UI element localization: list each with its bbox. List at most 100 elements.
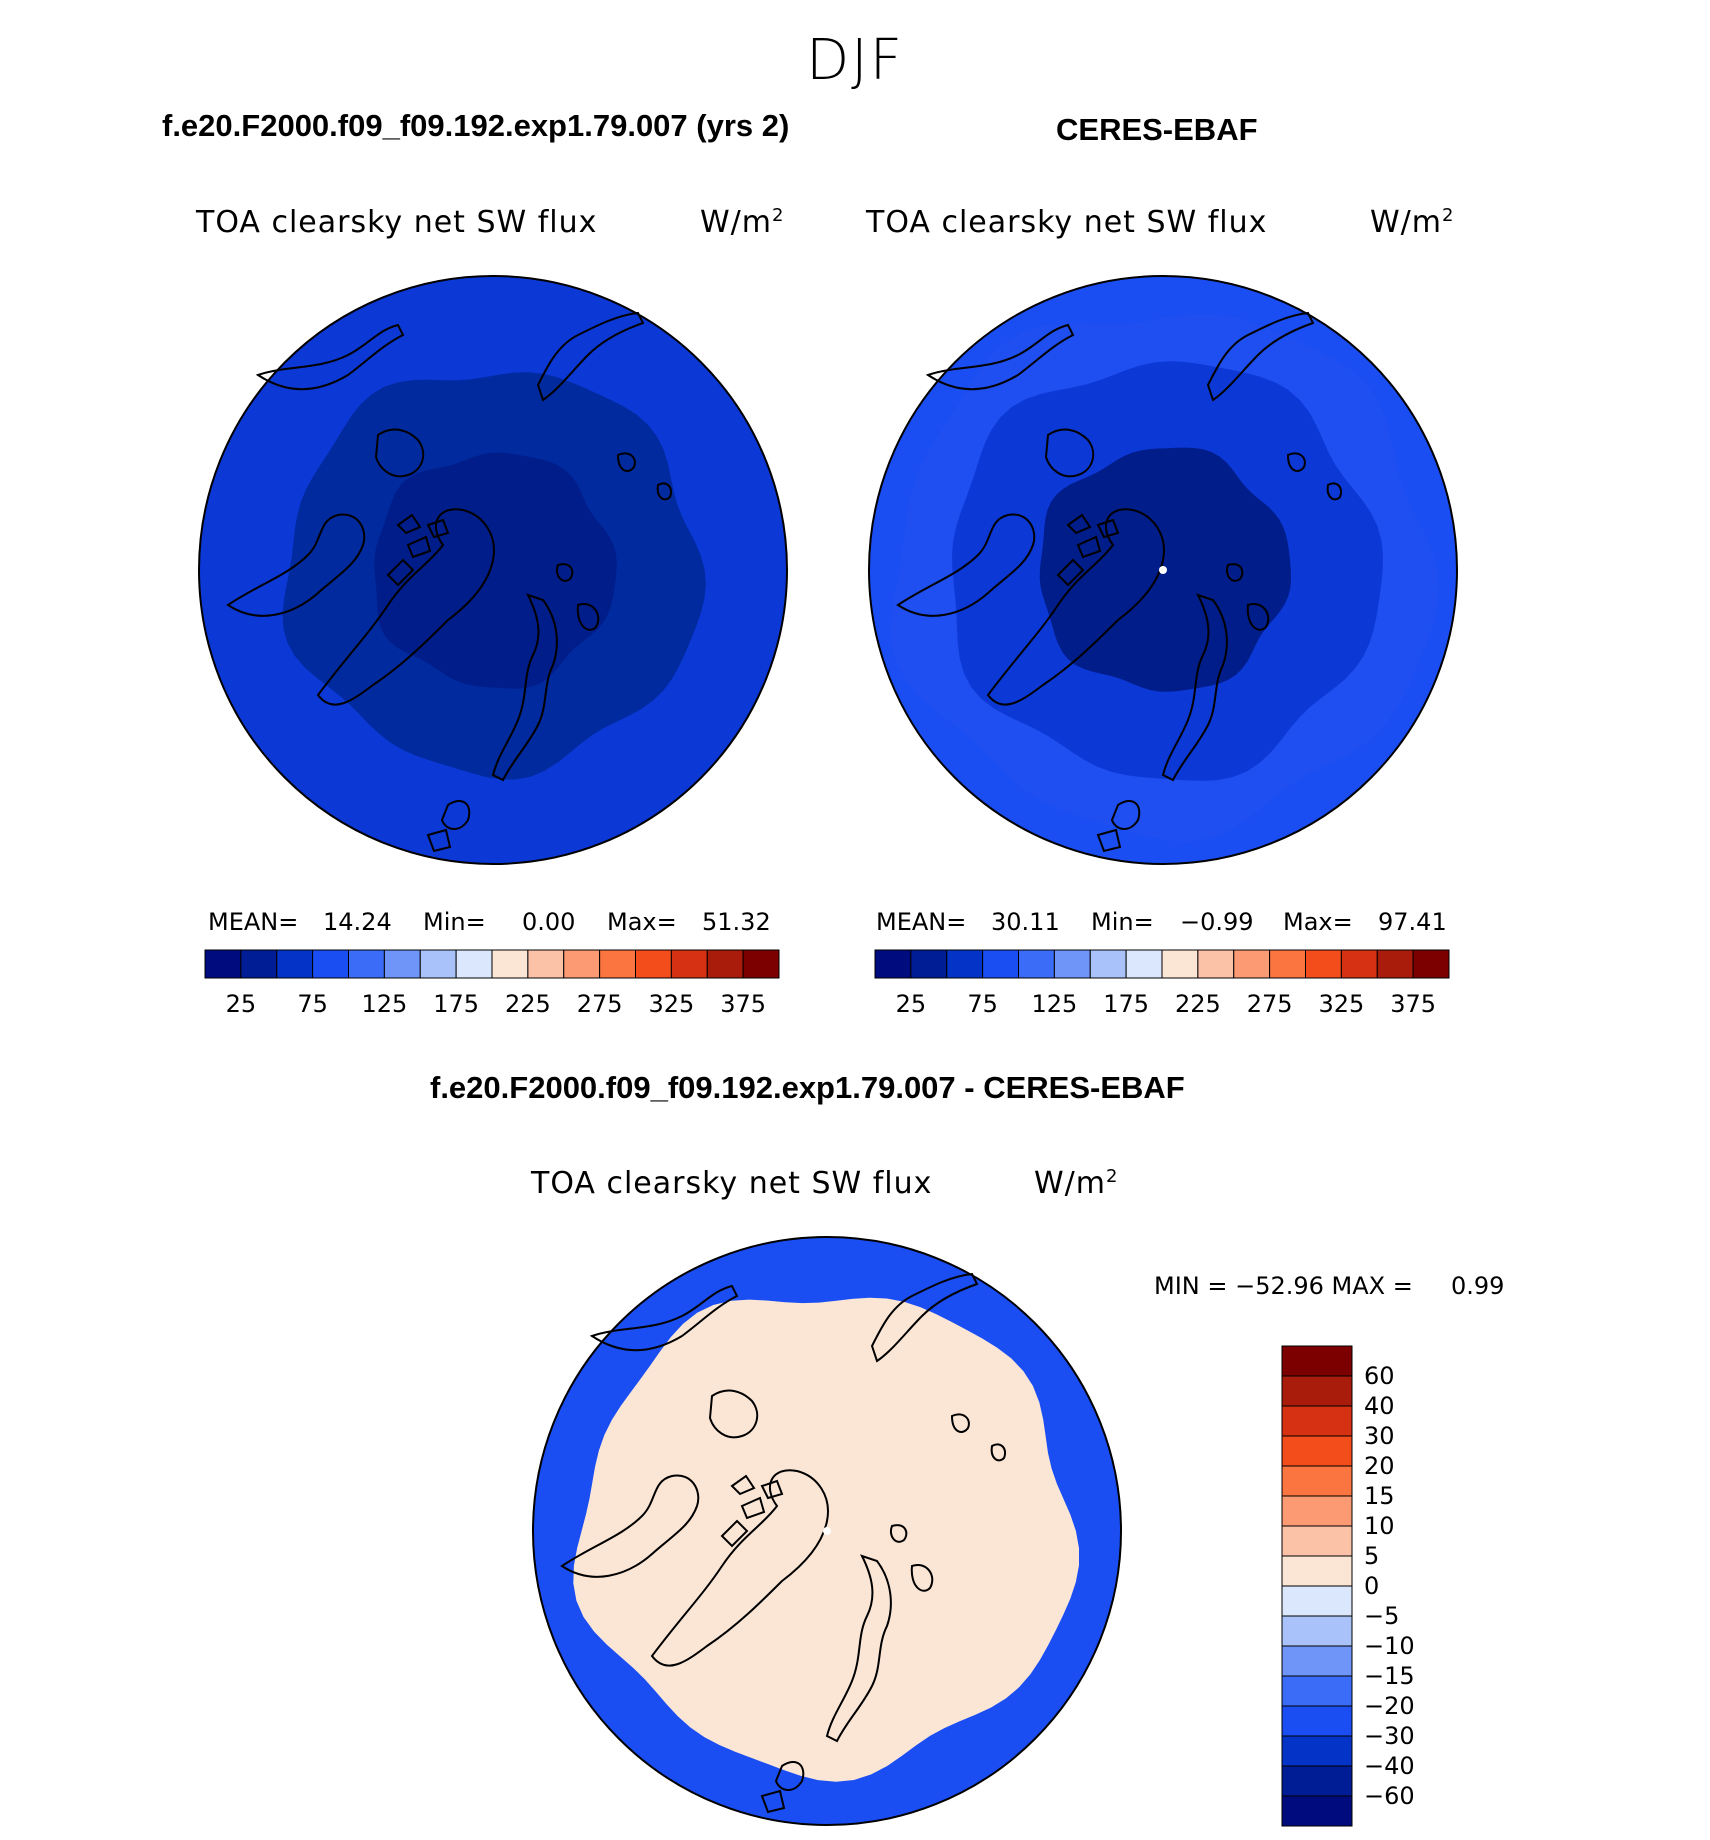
colorbar-tick-label: 375 <box>720 990 766 1018</box>
panel1-max-label: Max= <box>607 908 677 936</box>
diff-colorbar-swatch <box>1281 1705 1353 1737</box>
diff-colorbar-swatch <box>1281 1615 1353 1647</box>
colorbar-swatch <box>383 949 421 979</box>
panel1-variable: TOA clearsky net SW flux <box>196 205 598 240</box>
map2-coastline-1 <box>1056 513 1120 587</box>
colorbar-swatch <box>742 949 780 979</box>
colorbar-swatch <box>491 949 529 979</box>
colorbar-tick-label: 275 <box>1246 990 1293 1018</box>
diff-colorbar-tick-label: 40 <box>1364 1392 1395 1420</box>
panel1-mean-label: MEAN= <box>208 908 299 936</box>
colorbar-swatch <box>982 949 1019 979</box>
colorbar-swatch <box>312 949 349 979</box>
diff-colorbar-tick-label: 5 <box>1364 1542 1380 1570</box>
colorbar-swatch <box>1412 949 1450 979</box>
diff-colorbar-swatch <box>1281 1345 1353 1377</box>
map2-coastline-5 <box>1161 593 1228 782</box>
map1-coastline-5 <box>491 593 558 782</box>
map2-coastline-9 <box>1286 452 1342 501</box>
colorbar-tick-label: 75 <box>297 990 328 1018</box>
colorbar-swatch <box>1161 949 1199 979</box>
panel2-max-label: Max= <box>1283 908 1353 936</box>
season-title: DJF <box>806 28 904 93</box>
colorbar-tick-label: 325 <box>648 990 695 1018</box>
map3-pole-marker <box>823 1527 831 1535</box>
panel1-units: W/m2 <box>700 205 785 240</box>
colorbar-swatch <box>910 949 948 979</box>
map2-border <box>868 275 1458 865</box>
panel2-units: W/m2 <box>1370 205 1455 240</box>
difference-colorbar <box>1281 1345 1353 1827</box>
map3-coastline-8 <box>708 1389 759 1439</box>
diff-colorbar-swatch <box>1281 1765 1353 1797</box>
diff-colorbar-swatch <box>1281 1555 1353 1587</box>
difference-polar-map <box>532 1236 1122 1826</box>
diff-colorbar-tick-label: 20 <box>1364 1452 1395 1480</box>
map2-coastline-6 <box>1096 800 1141 853</box>
diff-colorbar-swatch <box>1281 1435 1353 1467</box>
map3-border <box>532 1236 1122 1826</box>
panel1-max-value: 51.32 <box>702 908 771 936</box>
diff-colorbar-tick-label: −40 <box>1364 1752 1415 1780</box>
map2-coastline-8 <box>1044 428 1095 478</box>
panel2-mean-label: MEAN= <box>876 908 967 936</box>
colorbar-swatch <box>1197 949 1235 979</box>
colorbar-swatch <box>1376 949 1414 979</box>
map1-coastline-6 <box>426 800 471 853</box>
colorbar-swatch <box>946 949 984 979</box>
colorbar-tick-label: 175 <box>433 990 479 1018</box>
map3-coastline-0 <box>650 1469 829 1667</box>
colorbar-tick-label: 275 <box>576 990 623 1018</box>
colorbar-swatch <box>874 949 912 979</box>
colorbar-swatch <box>563 949 601 979</box>
map3-coastline-1 <box>720 1474 784 1548</box>
map2-pole-marker <box>1159 566 1167 574</box>
diff-colorbar-tick-label: 30 <box>1364 1422 1395 1450</box>
colorbar-swatch <box>1269 949 1306 979</box>
diff-colorbar-tick-label: −60 <box>1364 1782 1415 1810</box>
map2-coastline-2 <box>896 513 1036 617</box>
panel1-title: f.e20.F2000.f09_f09.192.exp1.79.007 (yrs… <box>162 108 790 143</box>
colorbar-swatch <box>348 949 385 979</box>
map1-coastline-7 <box>556 563 600 631</box>
colorbar-tick-label: 325 <box>1318 990 1365 1018</box>
map1-coastline-4 <box>536 311 645 402</box>
panel1-min-value: 0.00 <box>522 908 576 936</box>
diff-colorbar-swatch <box>1281 1495 1353 1527</box>
difference-units: W/m2 <box>1034 1166 1119 1201</box>
difference-variable: TOA clearsky net SW flux <box>531 1166 933 1201</box>
difference-title: f.e20.F2000.f09_f09.192.exp1.79.007 - CE… <box>430 1070 1185 1105</box>
map2-coastline-3 <box>925 323 1075 391</box>
map1-coastline-0 <box>316 508 495 706</box>
colorbar-swatch <box>1233 949 1271 979</box>
diff-colorbar-swatch <box>1281 1795 1353 1827</box>
colorbar-tick-label: 75 <box>967 990 998 1018</box>
map1-coastline-1 <box>386 513 450 587</box>
colorbar-swatch <box>706 949 744 979</box>
difference-minmax: MIN = −52.96 MAX = 0.99 <box>1154 1272 1505 1300</box>
diff-colorbar-swatch <box>1281 1375 1353 1407</box>
diff-colorbar-swatch <box>1281 1675 1353 1707</box>
map2-coastline-0 <box>986 508 1165 706</box>
diff-colorbar-tick-label: 15 <box>1364 1482 1395 1510</box>
diff-colorbar-tick-label: 0 <box>1364 1572 1380 1600</box>
panel1-polar-map <box>198 275 788 865</box>
map3-coastline-5 <box>825 1554 892 1743</box>
colorbar-swatch <box>527 949 565 979</box>
colorbar-tick-label: 125 <box>1031 990 1078 1018</box>
map3-coastline-6 <box>760 1761 805 1814</box>
map1-coastline-9 <box>616 452 672 501</box>
diff-colorbar-tick-label: −20 <box>1364 1692 1415 1720</box>
diff-colorbar-swatch <box>1281 1405 1353 1437</box>
panel2-colorbar <box>874 949 1450 979</box>
map3-coastline-4 <box>870 1272 979 1363</box>
diff-colorbar-tick-label: −5 <box>1364 1602 1400 1630</box>
diff-colorbar-tick-label: 10 <box>1364 1512 1395 1540</box>
colorbar-swatch <box>1305 949 1342 979</box>
panel2-mean-value: 30.11 <box>991 908 1060 936</box>
panel1-mean-value: 14.24 <box>323 908 392 936</box>
map3-coastline-9 <box>950 1413 1006 1462</box>
map3-coastline-2 <box>560 1474 700 1578</box>
colorbar-swatch <box>1340 949 1378 979</box>
diff-colorbar-tick-label: −15 <box>1364 1662 1415 1690</box>
